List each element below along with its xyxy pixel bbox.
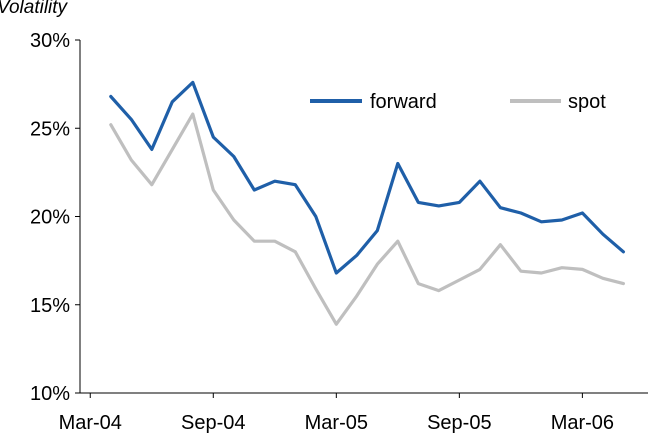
x-tick-label: Mar-05 — [305, 412, 368, 434]
x-tick-label: Mar-06 — [551, 412, 614, 434]
x-tick-label: Sep-05 — [427, 412, 492, 434]
y-axis-title: Volatility — [0, 0, 69, 18]
x-tick-label: Mar-04 — [59, 412, 122, 434]
series-line-spot — [109, 112, 626, 326]
y-tick-label: 10% — [30, 383, 70, 405]
legend: forward spot — [310, 91, 606, 113]
series-line-forward — [109, 80, 626, 275]
x-tick-label: Sep-04 — [181, 412, 246, 434]
y-tick-label: 25% — [30, 118, 70, 140]
y-axis-ticks: 10% 15% 20% 25% 30% — [30, 30, 80, 405]
legend-label-spot: spot — [568, 91, 606, 113]
y-tick-label: 30% — [30, 30, 70, 52]
legend-label-forward: forward — [370, 91, 437, 113]
x-axis-ticks: Mar-04 Sep-04 Mar-05 Sep-05 Mar-06 — [59, 393, 614, 434]
y-tick-label: 20% — [30, 207, 70, 229]
series-layer — [109, 80, 626, 326]
y-tick-label: 15% — [30, 295, 70, 317]
